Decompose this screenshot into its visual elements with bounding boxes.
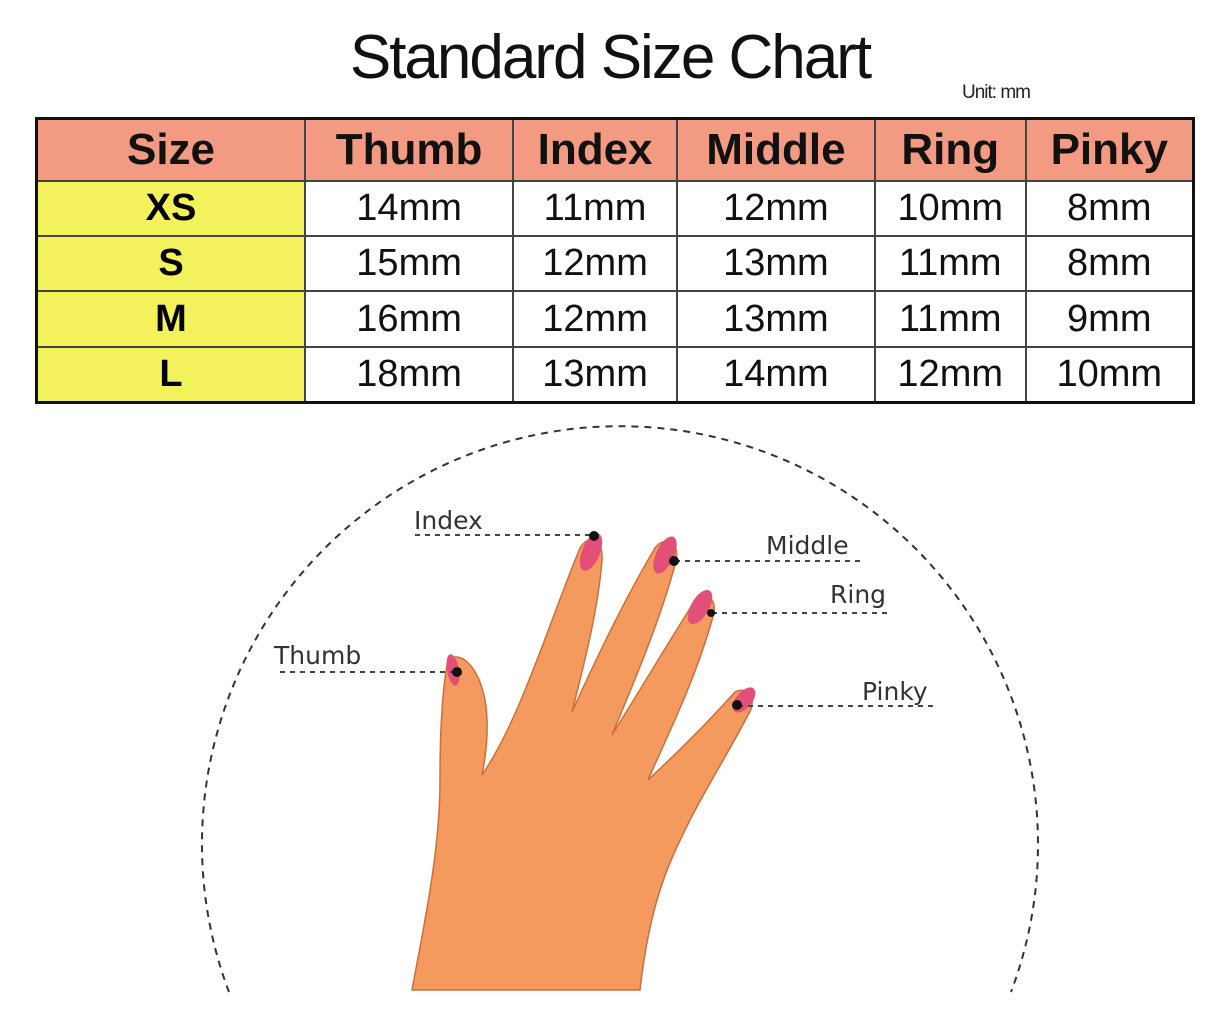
header-size: Size — [35, 117, 306, 182]
value-cell: 12mm — [675, 179, 876, 238]
value-cell: 18mm — [303, 345, 515, 404]
table-row: XS 14mm 11mm 12mm 10mm 8mm — [35, 179, 1195, 238]
value-cell: 11mm — [873, 290, 1027, 348]
table-row: M 16mm 12mm 13mm 11mm 9mm — [35, 290, 1195, 348]
size-cell: L — [35, 345, 306, 404]
table-row: S 15mm 12mm 13mm 11mm 8mm — [35, 235, 1195, 293]
value-cell: 13mm — [512, 345, 678, 404]
header-index: Index — [512, 117, 678, 182]
value-cell: 14mm — [675, 345, 876, 404]
label-index: Index — [414, 506, 483, 535]
index-point — [589, 531, 599, 541]
chart-title: Standard Size Chart — [349, 23, 872, 92]
ring-point — [707, 609, 715, 617]
hand-diagram: Index Middle Ring Thumb Pinky — [201, 425, 1039, 993]
value-cell: 11mm — [873, 235, 1027, 293]
header-middle: Middle — [675, 117, 876, 182]
label-middle: Middle — [766, 531, 849, 560]
dashed-circle — [201, 425, 1039, 993]
value-cell: 13mm — [675, 290, 876, 348]
value-cell: 16mm — [303, 290, 515, 348]
unit-label: Unit: mm — [962, 82, 1031, 103]
nail-ring — [687, 589, 713, 625]
middle-point — [669, 556, 679, 566]
value-cell: 15mm — [303, 235, 515, 293]
size-cell: M — [35, 290, 306, 348]
table-header-row: Size Thumb Index Middle Ring Pinky — [35, 117, 1195, 182]
leader-lines — [280, 534, 935, 707]
header-thumb: Thumb — [303, 117, 515, 182]
header-pinky: Pinky — [1024, 117, 1195, 182]
label-ring: Ring — [830, 580, 886, 609]
nail-middle — [653, 536, 677, 574]
value-cell: 12mm — [512, 235, 678, 293]
value-cell: 10mm — [873, 179, 1027, 238]
header-ring: Ring — [873, 117, 1027, 182]
size-cell: XS — [35, 179, 306, 238]
value-cell: 12mm — [512, 290, 678, 348]
value-cell: 10mm — [1024, 345, 1195, 404]
pinky-point — [732, 700, 742, 710]
value-cell: 8mm — [1024, 235, 1195, 293]
label-pinky: Pinky — [862, 677, 928, 706]
value-cell: 12mm — [873, 345, 1027, 404]
table-row: L 18mm 13mm 14mm 12mm 10mm — [35, 345, 1195, 404]
size-cell: S — [35, 235, 306, 293]
value-cell: 13mm — [675, 235, 876, 293]
thumb-point — [452, 667, 462, 677]
value-cell: 14mm — [303, 179, 515, 238]
value-cell: 11mm — [512, 179, 678, 238]
value-cell: 8mm — [1024, 179, 1195, 238]
label-thumb: Thumb — [273, 641, 361, 670]
size-table: Size Thumb Index Middle Ring Pinky XS 14… — [35, 117, 1195, 404]
value-cell: 9mm — [1024, 290, 1195, 348]
nail-index — [579, 533, 603, 571]
